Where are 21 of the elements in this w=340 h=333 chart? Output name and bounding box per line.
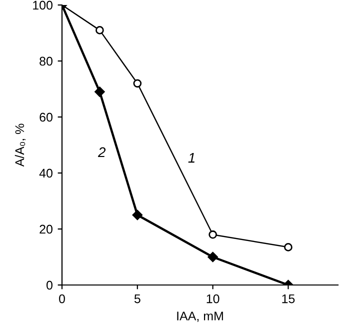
x-axis-title: IAA, mM <box>177 312 223 322</box>
series-label: 2 <box>98 147 106 157</box>
y-axis-title: A/A₀, % <box>14 124 26 167</box>
point <box>284 243 292 252</box>
x-tick-label: 0 <box>59 294 65 304</box>
y-tick-label: 60 <box>40 112 52 122</box>
point <box>208 252 218 262</box>
point <box>96 26 104 34</box>
y-tick-label: 20 <box>40 224 52 234</box>
point <box>132 210 143 220</box>
x-tick-label: 10 <box>206 294 220 304</box>
y-tick-label: 40 <box>39 168 52 178</box>
series-label: 1 <box>188 153 194 163</box>
y-tick-label: 0 <box>46 280 52 290</box>
x-tick-label: 15 <box>282 294 295 304</box>
y-tick-label: 80 <box>40 56 52 66</box>
x-tick-label: 5 <box>134 294 140 304</box>
point <box>133 79 142 88</box>
point <box>208 230 217 239</box>
point <box>94 86 105 97</box>
y-tick-label: 100 <box>33 0 52 10</box>
